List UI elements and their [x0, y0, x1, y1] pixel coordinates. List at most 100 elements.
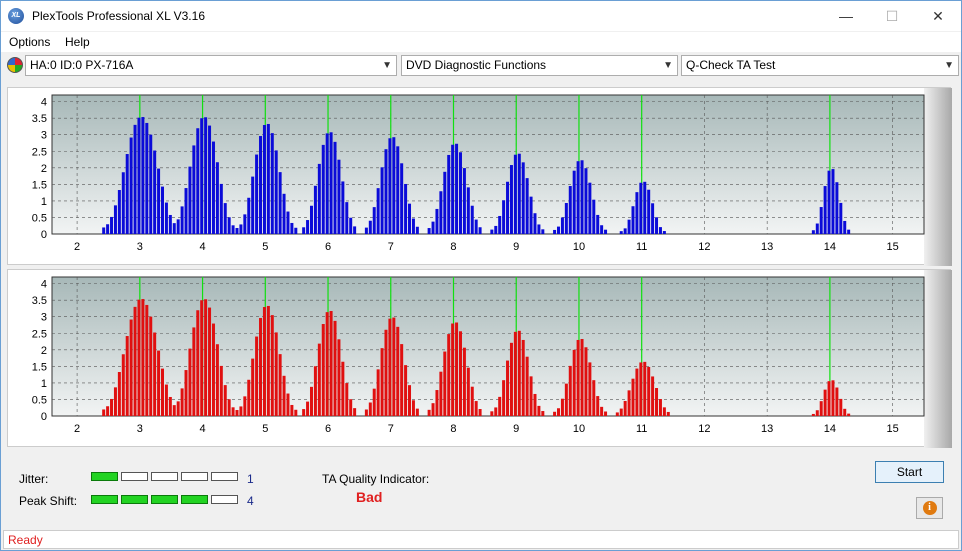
data-bar — [643, 361, 647, 416]
data-bar — [502, 200, 506, 234]
data-bar — [557, 408, 561, 416]
data-bar — [529, 196, 533, 234]
data-bar — [176, 219, 180, 234]
data-bar — [623, 400, 627, 416]
data-bar — [498, 215, 502, 234]
data-bar — [274, 150, 278, 234]
data-bar — [168, 396, 172, 416]
data-bar — [408, 203, 412, 234]
test-select[interactable]: Q-Check TA Test ▼ — [681, 55, 959, 76]
data-bar — [325, 133, 329, 234]
minimize-button[interactable]: — — [839, 8, 853, 24]
data-bar — [588, 362, 592, 416]
x-tick-label: 6 — [325, 423, 331, 435]
data-bar — [627, 390, 631, 416]
x-tick-label: 10 — [573, 241, 585, 253]
data-bar — [372, 388, 376, 416]
data-bar — [572, 349, 576, 416]
x-tick-label: 10 — [573, 423, 585, 435]
close-button[interactable]: ✕ — [932, 7, 944, 24]
title-bar: XL PlexTools Professional XL V3.16 — ☐ ✕ — [1, 1, 961, 31]
data-bar — [200, 300, 204, 416]
data-bar — [404, 365, 408, 416]
data-bar — [537, 224, 541, 234]
data-bar — [196, 310, 200, 416]
data-bar — [490, 229, 494, 234]
data-bar — [302, 409, 306, 416]
data-bar — [462, 347, 466, 416]
x-tick-label: 13 — [761, 241, 773, 253]
data-bar — [376, 188, 380, 234]
data-bar — [110, 216, 114, 234]
data-bar — [560, 398, 564, 416]
data-bar — [537, 405, 541, 416]
maximize-button[interactable]: ☐ — [885, 7, 899, 24]
data-bar — [592, 380, 596, 416]
menu-options[interactable]: Options — [9, 35, 51, 49]
data-bar — [164, 384, 168, 416]
data-bar — [443, 351, 447, 416]
data-bar — [443, 171, 447, 234]
function-select[interactable]: DVD Diagnostic Functions ▼ — [401, 55, 678, 76]
data-bar — [635, 192, 639, 234]
data-bar — [329, 132, 333, 234]
y-tick-label: 0 — [41, 411, 47, 423]
data-bar — [262, 307, 266, 416]
data-bar — [811, 230, 815, 234]
data-bar — [215, 162, 219, 234]
start-button[interactable]: Start — [875, 461, 944, 483]
data-bar — [560, 217, 564, 234]
x-tick-label: 11 — [636, 423, 647, 435]
data-bar — [313, 366, 317, 416]
data-bar — [270, 133, 274, 234]
data-bar — [121, 354, 125, 416]
data-bar — [259, 136, 263, 234]
data-bar — [835, 387, 839, 416]
jitter-meter-cell — [121, 472, 148, 481]
data-bar — [662, 231, 666, 234]
data-bar — [345, 383, 349, 416]
info-button[interactable]: i — [916, 497, 943, 519]
data-bar — [458, 152, 462, 234]
data-bar — [309, 205, 313, 234]
data-bar — [161, 368, 164, 416]
data-bar — [662, 407, 666, 416]
data-bar — [517, 153, 521, 234]
data-bar — [325, 312, 329, 416]
menu-help[interactable]: Help — [65, 35, 90, 49]
data-bar — [658, 399, 662, 416]
x-tick-label: 7 — [388, 241, 394, 253]
data-bar — [255, 154, 259, 234]
data-bar — [815, 223, 819, 234]
x-tick-label: 2 — [74, 241, 80, 253]
data-bar — [208, 307, 212, 416]
data-bar — [388, 318, 392, 416]
data-bar — [439, 191, 443, 234]
data-bar — [498, 396, 502, 416]
data-bar — [231, 407, 235, 416]
data-bar — [157, 350, 161, 416]
data-bar — [255, 336, 259, 416]
data-bar — [384, 149, 388, 234]
data-bar — [596, 214, 600, 234]
x-tick-label: 7 — [388, 423, 394, 435]
data-bar — [239, 224, 243, 234]
data-bar — [211, 323, 215, 416]
data-bar — [451, 144, 455, 234]
data-bar — [517, 330, 521, 416]
data-bar — [584, 347, 588, 416]
data-bar — [666, 411, 670, 416]
data-bar — [321, 324, 325, 416]
x-tick-label: 5 — [262, 241, 268, 253]
data-bar — [266, 123, 270, 234]
data-bar — [368, 220, 372, 234]
data-bar — [235, 228, 239, 234]
data-bar — [431, 221, 435, 234]
jitter-meter-cell — [211, 472, 238, 481]
drive-select[interactable]: HA:0 ID:0 PX-716A ▼ — [25, 55, 397, 76]
data-bar — [188, 166, 192, 234]
data-bar — [313, 185, 317, 234]
data-bar — [372, 207, 376, 234]
data-bar — [839, 202, 843, 234]
data-bar — [823, 389, 827, 416]
